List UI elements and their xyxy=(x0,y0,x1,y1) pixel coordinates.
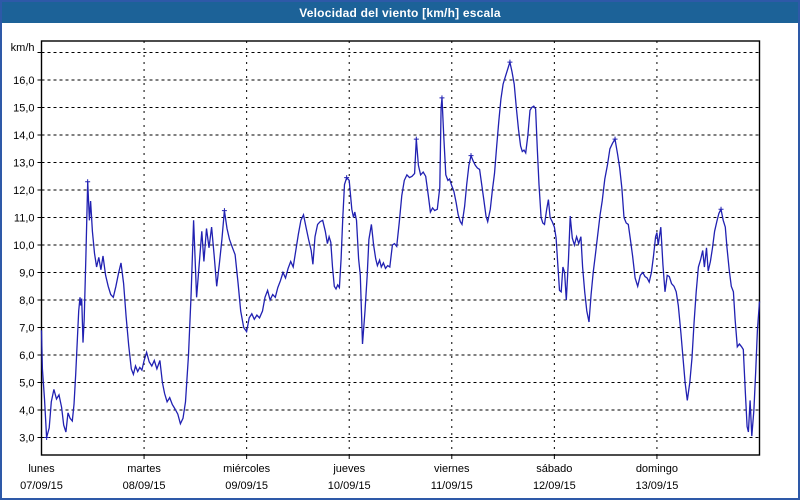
window-title: Velocidad del viento [km/h] escala xyxy=(299,5,501,20)
y-axis-tick-label: 16,0 xyxy=(13,75,34,87)
y-axis-tick-label: 5,0 xyxy=(19,378,34,390)
y-axis-tick-label: 3,0 xyxy=(19,433,34,445)
window-title-bar: Velocidad del viento [km/h] escala xyxy=(2,2,798,23)
x-axis-date-label: 09/09/15 xyxy=(225,480,268,492)
y-axis-tick-label: 11,0 xyxy=(14,213,35,225)
x-gridlines: lunes 07/09/15 martes 08/09/15 miércoles 09/0… xyxy=(20,41,678,492)
x-axis-day-label: jueves xyxy=(332,463,365,475)
y-axis-unit-label: km/h xyxy=(11,42,35,54)
plot-border xyxy=(40,40,761,456)
x-axis-date-label: 12/09/15 xyxy=(533,480,576,492)
y-axis-tick-label: 8,0 xyxy=(19,295,34,307)
y-axis-tick-label: 9,0 xyxy=(19,268,34,280)
x-axis-day-label: lunes xyxy=(28,463,55,475)
y-axis-tick-label: 13,0 xyxy=(13,158,34,170)
y-axis-tick-label: 12,0 xyxy=(13,185,34,197)
y-gridlines: 3,0 4,0 5,0 6,0 7,0 8,0 9,0 10,0 11,0 12,0 13,0 14,… xyxy=(13,52,760,445)
x-axis-date-label: 08/09/15 xyxy=(123,480,166,492)
x-axis-day-label: sábado xyxy=(536,463,572,475)
x-axis-date-label: 07/09/15 xyxy=(20,480,63,492)
y-axis-tick-label: 15,0 xyxy=(13,103,34,115)
x-axis-date-label: 13/09/15 xyxy=(636,480,679,492)
y-axis-tick-label: 14,0 xyxy=(13,130,34,142)
x-axis-date-label: 11/09/15 xyxy=(431,480,473,492)
wind-speed-line xyxy=(40,59,761,438)
y-axis-tick-label: 6,0 xyxy=(19,350,34,362)
y-axis-tick-label: 7,0 xyxy=(19,323,34,335)
peak-markers xyxy=(44,59,724,440)
x-axis-day-label: viernes xyxy=(434,463,470,475)
x-axis-date-label: 10/09/15 xyxy=(328,480,371,492)
y-axis-tick-label: 10,0 xyxy=(13,240,34,252)
x-axis-day-label: martes xyxy=(127,463,161,475)
x-axis-day-label: domingo xyxy=(636,463,678,475)
x-axis-day-label: miércoles xyxy=(223,463,271,475)
y-axis-tick-label: 4,0 xyxy=(19,405,34,417)
